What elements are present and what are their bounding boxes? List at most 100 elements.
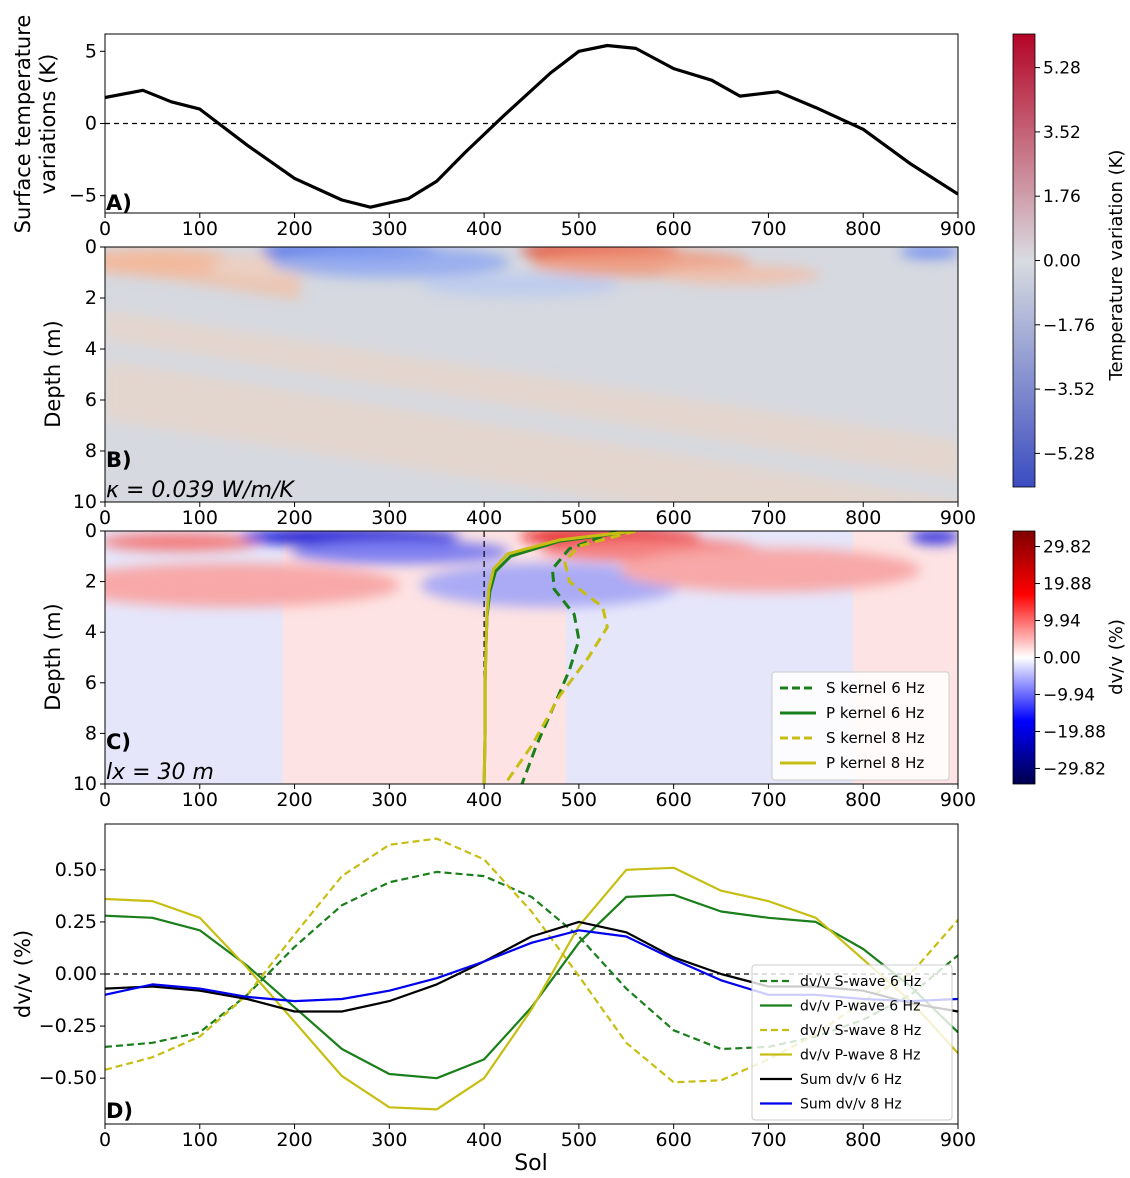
legend-label: P kernel 8 Hz: [826, 754, 924, 772]
panel-c-kernels: [482, 531, 637, 784]
x-tick-label: 500: [561, 507, 597, 529]
colorbar-tick-label: −5.28: [1043, 444, 1095, 464]
colorbar-tick-label: 29.82: [1043, 538, 1092, 558]
x-tick-label: 500: [561, 218, 597, 240]
colorbar-tick-label: 0.00: [1043, 649, 1081, 669]
x-tick-label: 500: [561, 789, 597, 811]
x-tick-label: 400: [466, 789, 502, 811]
colorbar-tick-label: −3.52: [1043, 380, 1095, 400]
colorbar-tick-label: 9.94: [1043, 612, 1081, 632]
x-tick-label: 100: [182, 507, 218, 529]
panel-c-ylabel: Depth (m): [41, 603, 65, 710]
x-tick-label: 0: [99, 789, 111, 811]
x-tick-label: 100: [182, 1129, 218, 1151]
y-tick-label: −0.50: [39, 1067, 97, 1089]
colorbar-tick-label: 3.52: [1043, 123, 1081, 143]
x-tick-label: 300: [371, 218, 407, 240]
x-tick-label: 300: [371, 507, 407, 529]
x-tick-label: 800: [845, 789, 881, 811]
legend-label: dv/v S-wave 6 Hz: [800, 974, 921, 990]
panel-a-ylabel: Surface temperature: [11, 15, 35, 234]
y-tick-label: 10: [73, 773, 97, 795]
y-tick-label: 8: [85, 440, 97, 462]
y-tick-label: 0.00: [55, 963, 97, 985]
panel-a-label: A): [106, 191, 132, 215]
y-tick-label: −0.25: [39, 1015, 97, 1037]
y-tick-label: 4: [85, 338, 97, 360]
panel-c-legend: S kernel 6 Hz P kernel 6 Hz S kernel 8 Hz P…: [771, 671, 950, 781]
panel-a-ylabel-line2: variations (K): [36, 54, 60, 195]
x-tick-label: 100: [182, 218, 218, 240]
panel-c-annotation: lx = 30 m: [106, 760, 214, 785]
x-tick-label: 600: [656, 789, 692, 811]
y-tick-label: 0.25: [55, 911, 97, 933]
x-tick-label: 0: [99, 1129, 111, 1151]
x-tick-label: 700: [750, 1129, 786, 1151]
panel-d-legend: dv/v S-wave 6 Hz dv/v P-wave 6 Hz dv/v S-w…: [751, 964, 953, 1121]
y-tick-label: 0.50: [55, 859, 97, 881]
panel-d-ylabel: dv/v (%): [11, 930, 35, 1018]
y-tick-label: 6: [85, 672, 97, 694]
colorbar-temperature-ticks: 5.28 3.52 1.76 0.00 −1.76 −3.52 −5.28: [1035, 59, 1095, 464]
colorbar-tick-label: 0.00: [1043, 252, 1081, 272]
legend-box: [751, 964, 953, 1121]
x-tick-label: 600: [656, 1129, 692, 1151]
kernel-line: [482, 531, 636, 784]
panel-b: 0 100 200 300 400 500 600 700 800 900 0 2 4 6 8 10 B) κ…: [41, 236, 976, 529]
colorbar-dvv: 29.82 19.88 9.94 0.00 −9.94 −19.88 −29.82 dv/v…: [1012, 530, 1127, 785]
kernel-line: [503, 531, 637, 784]
colorbar-temperature: 5.28 3.52 1.76 0.00 −1.76 −3.52 −5.28 Temperat…: [1012, 33, 1127, 488]
panel-c-frame: [104, 530, 959, 785]
colorbar-tick-label: −29.82: [1043, 759, 1106, 779]
colorbar-tick-label: 19.88: [1043, 575, 1092, 595]
colorbar-tick-label: −9.94: [1043, 685, 1095, 705]
y-tick-label: 0: [85, 520, 97, 542]
y-tick-label: 8: [85, 722, 97, 744]
x-tick-label: 700: [750, 789, 786, 811]
legend-label: Sum dv/v 8 Hz: [800, 1097, 902, 1113]
x-tick-label: 900: [940, 789, 976, 811]
legend-label: P kernel 6 Hz: [826, 704, 924, 722]
colorbar-tick-label: −19.88: [1043, 722, 1106, 742]
panel-d-axes: 0 100 200 300 400 500 600 700 800 900 0.50 0.25 0.00…: [39, 859, 976, 1151]
x-tick-label: 500: [561, 1129, 597, 1151]
x-tick-label: 0: [99, 218, 111, 240]
x-tick-label: 300: [371, 1129, 407, 1151]
x-tick-label: 800: [845, 218, 881, 240]
legend-label: S kernel 8 Hz: [826, 729, 925, 747]
legend-label: dv/v P-wave 6 Hz: [800, 999, 920, 1015]
panel-a-plot: [105, 43, 958, 209]
panel-c-axes: 0 100 200 300 400 500 600 700 800 900 0 2 4 6 8 10: [73, 520, 976, 811]
x-tick-label: 800: [845, 1129, 881, 1151]
y-tick-label: 5: [85, 40, 97, 62]
panel-b-annotation: κ = 0.039 W/m/K: [106, 478, 295, 503]
x-tick-label: 400: [466, 507, 502, 529]
x-tick-label: 300: [371, 789, 407, 811]
panel-b-axes: 0 100 200 300 400 500 600 700 800 900 0 2 4 6 8 10: [73, 236, 976, 529]
y-tick-label: 0: [85, 236, 97, 258]
panel-b-frame: [104, 246, 959, 503]
x-tick-label: 400: [466, 1129, 502, 1151]
x-tick-label: 200: [276, 789, 312, 811]
panel-d-xlabel: Sol: [514, 1151, 548, 1176]
kernel-line: [520, 531, 618, 784]
x-tick-label: 200: [276, 507, 312, 529]
x-tick-label: 900: [940, 1129, 976, 1151]
x-tick-label: 600: [656, 218, 692, 240]
x-tick-label: 900: [940, 218, 976, 240]
panel-d: 0 100 200 300 400 500 600 700 800 900 0.50 0.25 0.00…: [11, 823, 976, 1176]
colorbar-dvv-label: dv/v (%): [1106, 619, 1127, 695]
x-tick-label: 700: [750, 218, 786, 240]
x-tick-label: 400: [466, 218, 502, 240]
colorbar-tick-label: 1.76: [1043, 187, 1081, 207]
x-tick-label: 700: [750, 507, 786, 529]
x-tick-label: 600: [656, 507, 692, 529]
x-tick-label: 800: [845, 507, 881, 529]
y-tick-label: 4: [85, 621, 97, 643]
colorbar-temperature-label: Temperature variation (K): [1106, 150, 1127, 382]
y-tick-label: 10: [73, 491, 97, 513]
y-tick-label: 2: [85, 287, 97, 309]
